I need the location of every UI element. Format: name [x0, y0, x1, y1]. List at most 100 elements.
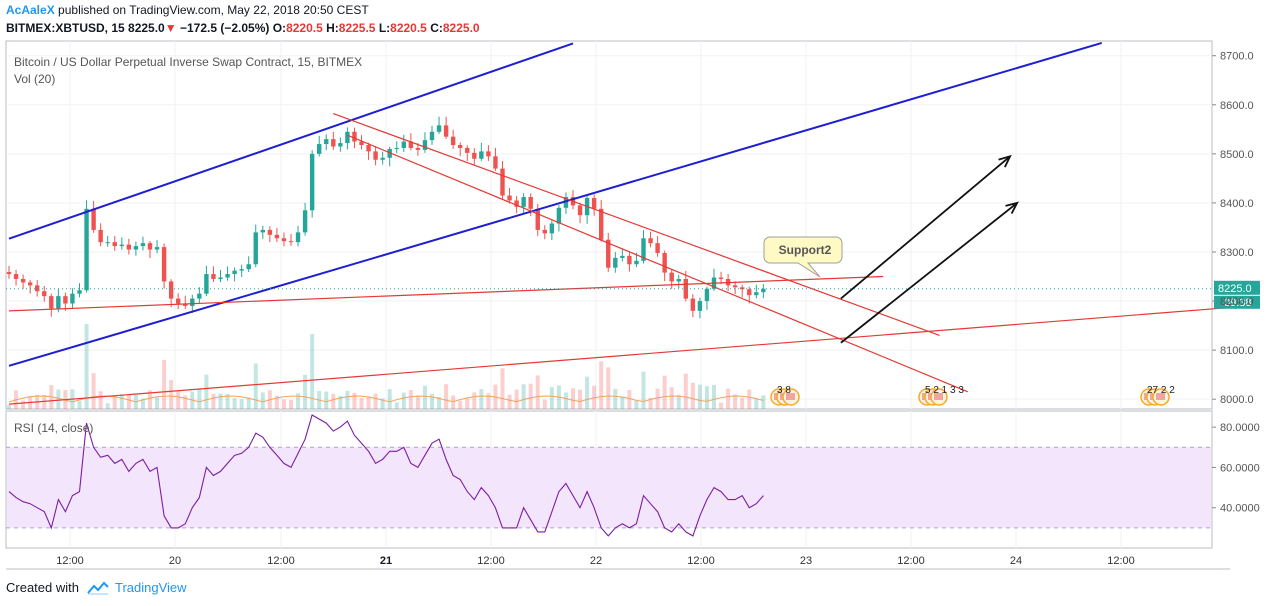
volume-bar — [77, 400, 82, 409]
trend-line — [347, 134, 969, 393]
volume-bar — [260, 392, 265, 409]
candle-body — [704, 288, 710, 302]
volume-bar — [542, 399, 547, 409]
volume-bar — [690, 382, 695, 409]
volume-bar — [683, 373, 688, 409]
event-numbers: 5 2 1 3 3 — [925, 385, 964, 396]
volume-bar — [204, 374, 209, 409]
candle-body — [380, 157, 385, 160]
volume-bar — [162, 359, 167, 409]
candle-body — [91, 208, 96, 230]
price-tick-label: 8300.0 — [1220, 247, 1254, 259]
time-tick-label: 12:00 — [56, 555, 84, 567]
candle-body — [331, 139, 336, 147]
candle-body — [345, 131, 350, 144]
candle-body — [641, 238, 646, 261]
volume-bar — [486, 393, 491, 409]
volume-bar — [155, 396, 160, 409]
time-tick-label: 12:00 — [687, 555, 715, 567]
volume-bar — [415, 395, 420, 409]
candle-body — [309, 153, 315, 211]
candle-body — [669, 272, 674, 282]
volume-bar — [401, 392, 406, 409]
candle-body — [556, 207, 562, 224]
candle-body — [56, 296, 61, 309]
volume-bar — [331, 393, 336, 409]
time-tick-label: 12:00 — [1107, 555, 1135, 567]
candle-body — [458, 145, 463, 148]
arrowhead-icon — [1005, 201, 1019, 214]
volume-bar — [507, 394, 512, 409]
callout-bubble — [763, 236, 843, 278]
volume-bar — [606, 367, 611, 409]
volume-bar — [239, 399, 244, 409]
candle-body — [676, 278, 681, 282]
projection-arrow — [840, 155, 1011, 300]
volume-bar — [704, 386, 709, 409]
author-name[interactable]: AcAaleX — [6, 3, 55, 17]
volume-bar — [528, 383, 533, 409]
symbol-label: BITMEX:XBTUSD, 15 — [6, 21, 125, 35]
candle-body — [126, 244, 132, 250]
candle-body — [281, 238, 287, 242]
candle-body — [112, 242, 117, 247]
candle-body — [6, 272, 12, 275]
trend-line — [8, 305, 1250, 405]
candle-body — [20, 278, 26, 283]
pane-title: Bitcoin / US Dollar Perpetual Inverse Sw… — [14, 55, 362, 69]
candle-body — [338, 143, 343, 147]
price-tick-label: 8500.0 — [1220, 149, 1254, 161]
candle-body — [211, 274, 216, 279]
o-label: O: — [272, 21, 287, 35]
candle-body — [49, 296, 54, 309]
time-tick-label: 22 — [590, 555, 602, 567]
candle-body — [133, 246, 139, 250]
volume-bar — [352, 392, 357, 409]
volume-bar — [338, 396, 343, 409]
candle-body — [472, 152, 477, 159]
volume-bar — [655, 388, 660, 409]
candle-body — [690, 298, 696, 311]
volume-bar — [366, 396, 371, 409]
candle-body — [317, 144, 322, 154]
candle-body — [176, 298, 181, 304]
event-numbers: 27 2 2 — [1147, 385, 1175, 396]
candle-body — [204, 274, 209, 294]
candle-body — [683, 278, 688, 299]
candle-body — [436, 125, 442, 132]
created-with-text: Created with — [6, 580, 79, 595]
trend-line — [8, 275, 884, 312]
volume-bar — [761, 395, 766, 409]
volume-bar — [232, 398, 237, 409]
tradingview-brand-link[interactable]: TradingView — [114, 580, 187, 595]
candle-body — [13, 274, 19, 279]
volume-bar — [42, 394, 47, 409]
us-flag-icon — [786, 393, 795, 400]
candle-body — [563, 197, 569, 208]
candle-body — [599, 208, 604, 240]
publish-header: AcAaleX published on TradingView.com, Ma… — [6, 3, 369, 17]
volume-bar — [119, 394, 124, 409]
volume-bar — [719, 402, 724, 409]
candle-body — [161, 247, 167, 282]
rsi-band — [7, 447, 1211, 528]
volume-bar — [310, 333, 315, 409]
volume-bar — [472, 392, 477, 409]
candle-body — [507, 195, 512, 201]
volume-bar — [296, 393, 301, 409]
candle-body — [218, 277, 223, 279]
candle-body — [627, 255, 632, 265]
candle-body — [620, 255, 625, 258]
candle-body — [84, 208, 89, 291]
time-tick-label: 23 — [800, 555, 812, 567]
last-price-tag: 8225.0 — [1218, 283, 1252, 295]
volume-bar — [246, 397, 251, 409]
volume-bar — [549, 387, 554, 409]
volume-bar — [56, 389, 61, 409]
candle-body — [147, 243, 153, 250]
published-text: published on TradingView.com, May 22, 20… — [58, 3, 369, 17]
candle-body — [465, 147, 470, 153]
candle-body — [274, 234, 280, 239]
candle-body — [288, 241, 294, 243]
